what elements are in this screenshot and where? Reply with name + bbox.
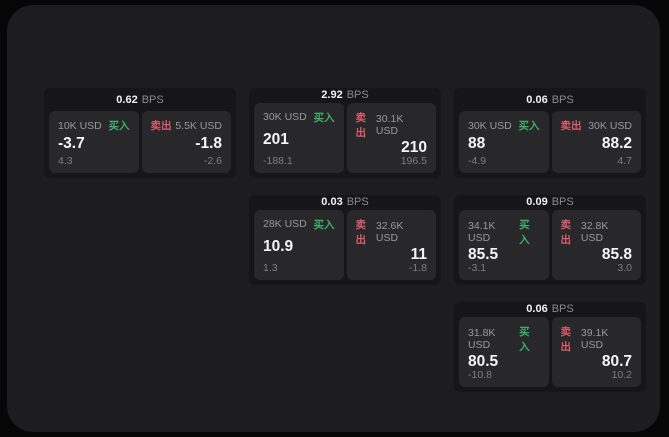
sell-label: 卖出 bbox=[560, 325, 572, 353]
spread-unit: BPS bbox=[551, 303, 574, 316]
buy-label: 买入 bbox=[519, 325, 530, 353]
buy-price: 88 bbox=[468, 135, 486, 153]
sell-label: 卖出 bbox=[355, 218, 367, 246]
spread-unit: BPS bbox=[551, 196, 574, 209]
sell-price: -1.8 bbox=[195, 135, 222, 153]
spread-value: 0.62 bbox=[116, 93, 138, 106]
sell-quote-tile[interactable]: 卖出 39.1K USD 80.7 10.2 bbox=[551, 316, 641, 387]
sell-label: 卖出 bbox=[560, 218, 572, 246]
buy-sub-value: -4.9 bbox=[468, 155, 487, 167]
buy-size: 30K USD bbox=[468, 119, 512, 132]
buy-price: -3.7 bbox=[58, 135, 85, 153]
spread-header: 0.06 BPS bbox=[454, 302, 646, 317]
sell-size: 30K USD bbox=[588, 119, 632, 132]
sell-price: 210 bbox=[401, 138, 427, 156]
quote-card: 2.92 BPS 30K USD 买入 201 -188.1 卖出 30.1K … bbox=[249, 88, 441, 178]
sell-label: 卖出 bbox=[560, 120, 582, 132]
spread-value: 0.03 bbox=[321, 196, 343, 209]
spread-header: 0.06 BPS bbox=[454, 88, 646, 111]
spread-value: 0.06 bbox=[526, 303, 548, 316]
spread-unit: BPS bbox=[346, 89, 369, 102]
spread-unit: BPS bbox=[346, 196, 369, 209]
sell-size: 32.8K USD bbox=[580, 219, 609, 244]
sell-price: 88.2 bbox=[601, 135, 632, 153]
spread-unit: BPS bbox=[551, 93, 574, 106]
sell-price: 80.7 bbox=[601, 352, 632, 370]
spread-header: 0.62 BPS bbox=[44, 88, 236, 111]
sell-quote-tile[interactable]: 卖出 30K USD 88.2 4.7 bbox=[551, 111, 641, 173]
buy-quote-tile[interactable]: 10K USD 买入 -3.7 4.3 bbox=[49, 111, 139, 173]
spread-header: 2.92 BPS bbox=[249, 88, 441, 103]
sell-size: 5.5K USD bbox=[175, 119, 222, 132]
quote-card: 0.03 BPS 28K USD 买入 10.9 1.3 卖出 32.6K US… bbox=[249, 195, 441, 285]
buy-quote-tile[interactable]: 31.8K USD 买入 80.5 -10.8 bbox=[459, 316, 549, 387]
buy-size: 34.1K USD bbox=[468, 219, 496, 244]
sell-sub-value: 10.2 bbox=[611, 369, 632, 381]
buy-price: 10.9 bbox=[263, 238, 294, 255]
buy-size: 30K USD bbox=[263, 111, 307, 123]
buy-sub-value: -3.1 bbox=[468, 262, 487, 274]
buy-price: 80.5 bbox=[468, 352, 499, 370]
quote-cards-grid: 0.62 BPS 10K USD 买入 -3.7 4.3 卖出 5.5K USD bbox=[44, 88, 646, 392]
sell-sub-value: 3.0 bbox=[617, 262, 632, 274]
sell-quote-tile[interactable]: 卖出 32.8K USD 85.8 3.0 bbox=[551, 209, 641, 280]
buy-price: 201 bbox=[263, 131, 289, 148]
sell-sub-value: -1.8 bbox=[408, 262, 427, 274]
quote-card: 0.09 BPS 34.1K USD 买入 85.5 -3.1 卖出 32.8K… bbox=[454, 195, 646, 285]
quote-card: 0.06 BPS 30K USD 买入 88 -4.9 卖出 30K USD bbox=[454, 88, 646, 178]
sell-label: 卖出 bbox=[355, 111, 367, 139]
spread-value: 2.92 bbox=[321, 89, 343, 102]
buy-sub-value: 4.3 bbox=[58, 155, 73, 167]
buy-size: 28K USD bbox=[263, 218, 307, 230]
buy-price: 85.5 bbox=[468, 245, 499, 263]
sell-quote-tile[interactable]: 卖出 32.6K USD 11 -1.8 bbox=[346, 209, 436, 280]
quote-card: 0.06 BPS 31.8K USD 买入 80.5 -10.8 卖出 39.1… bbox=[454, 302, 646, 392]
spread-value: 0.09 bbox=[526, 196, 548, 209]
sell-sub-value: 4.7 bbox=[617, 155, 632, 167]
buy-sub-value: 1.3 bbox=[263, 262, 278, 274]
sell-quote-tile[interactable]: 卖出 5.5K USD -1.8 -2.6 bbox=[141, 111, 231, 173]
buy-quote-tile[interactable]: 34.1K USD 买入 85.5 -3.1 bbox=[459, 209, 549, 280]
sell-price: 11 bbox=[410, 245, 427, 263]
sell-sub-value: 196.5 bbox=[400, 155, 427, 167]
quote-card: 0.62 BPS 10K USD 买入 -3.7 4.3 卖出 5.5K USD bbox=[44, 88, 236, 178]
buy-quote-tile[interactable]: 30K USD 买入 88 -4.9 bbox=[459, 111, 549, 173]
buy-label: 买入 bbox=[108, 120, 130, 132]
sell-size: 39.1K USD bbox=[580, 326, 609, 351]
buy-sub-value: -10.8 bbox=[468, 369, 492, 381]
buy-quote-tile[interactable]: 30K USD 买入 201 -188.1 bbox=[254, 102, 344, 173]
spread-unit: BPS bbox=[141, 93, 164, 106]
sell-price: 85.8 bbox=[601, 245, 632, 263]
buy-label: 买入 bbox=[518, 120, 540, 132]
spread-header: 0.03 BPS bbox=[249, 195, 441, 210]
buy-quote-tile[interactable]: 28K USD 买入 10.9 1.3 bbox=[254, 209, 344, 280]
sell-sub-value: -2.6 bbox=[203, 155, 222, 167]
quote-board-panel: 0.62 BPS 10K USD 买入 -3.7 4.3 卖出 5.5K USD bbox=[7, 5, 660, 432]
buy-label: 买入 bbox=[313, 111, 335, 124]
buy-label: 买入 bbox=[313, 218, 335, 231]
buy-sub-value: -188.1 bbox=[263, 155, 293, 167]
buy-label: 买入 bbox=[519, 218, 530, 246]
buy-size: 31.8K USD bbox=[468, 326, 496, 351]
sell-quote-tile[interactable]: 卖出 30.1K USD 210 196.5 bbox=[346, 102, 436, 173]
sell-label: 卖出 bbox=[150, 120, 172, 132]
sell-size: 30.1K USD bbox=[375, 112, 404, 137]
spread-header: 0.09 BPS bbox=[454, 195, 646, 210]
buy-size: 10K USD bbox=[58, 119, 102, 132]
sell-size: 32.6K USD bbox=[375, 219, 404, 244]
spread-value: 0.06 bbox=[526, 93, 548, 106]
